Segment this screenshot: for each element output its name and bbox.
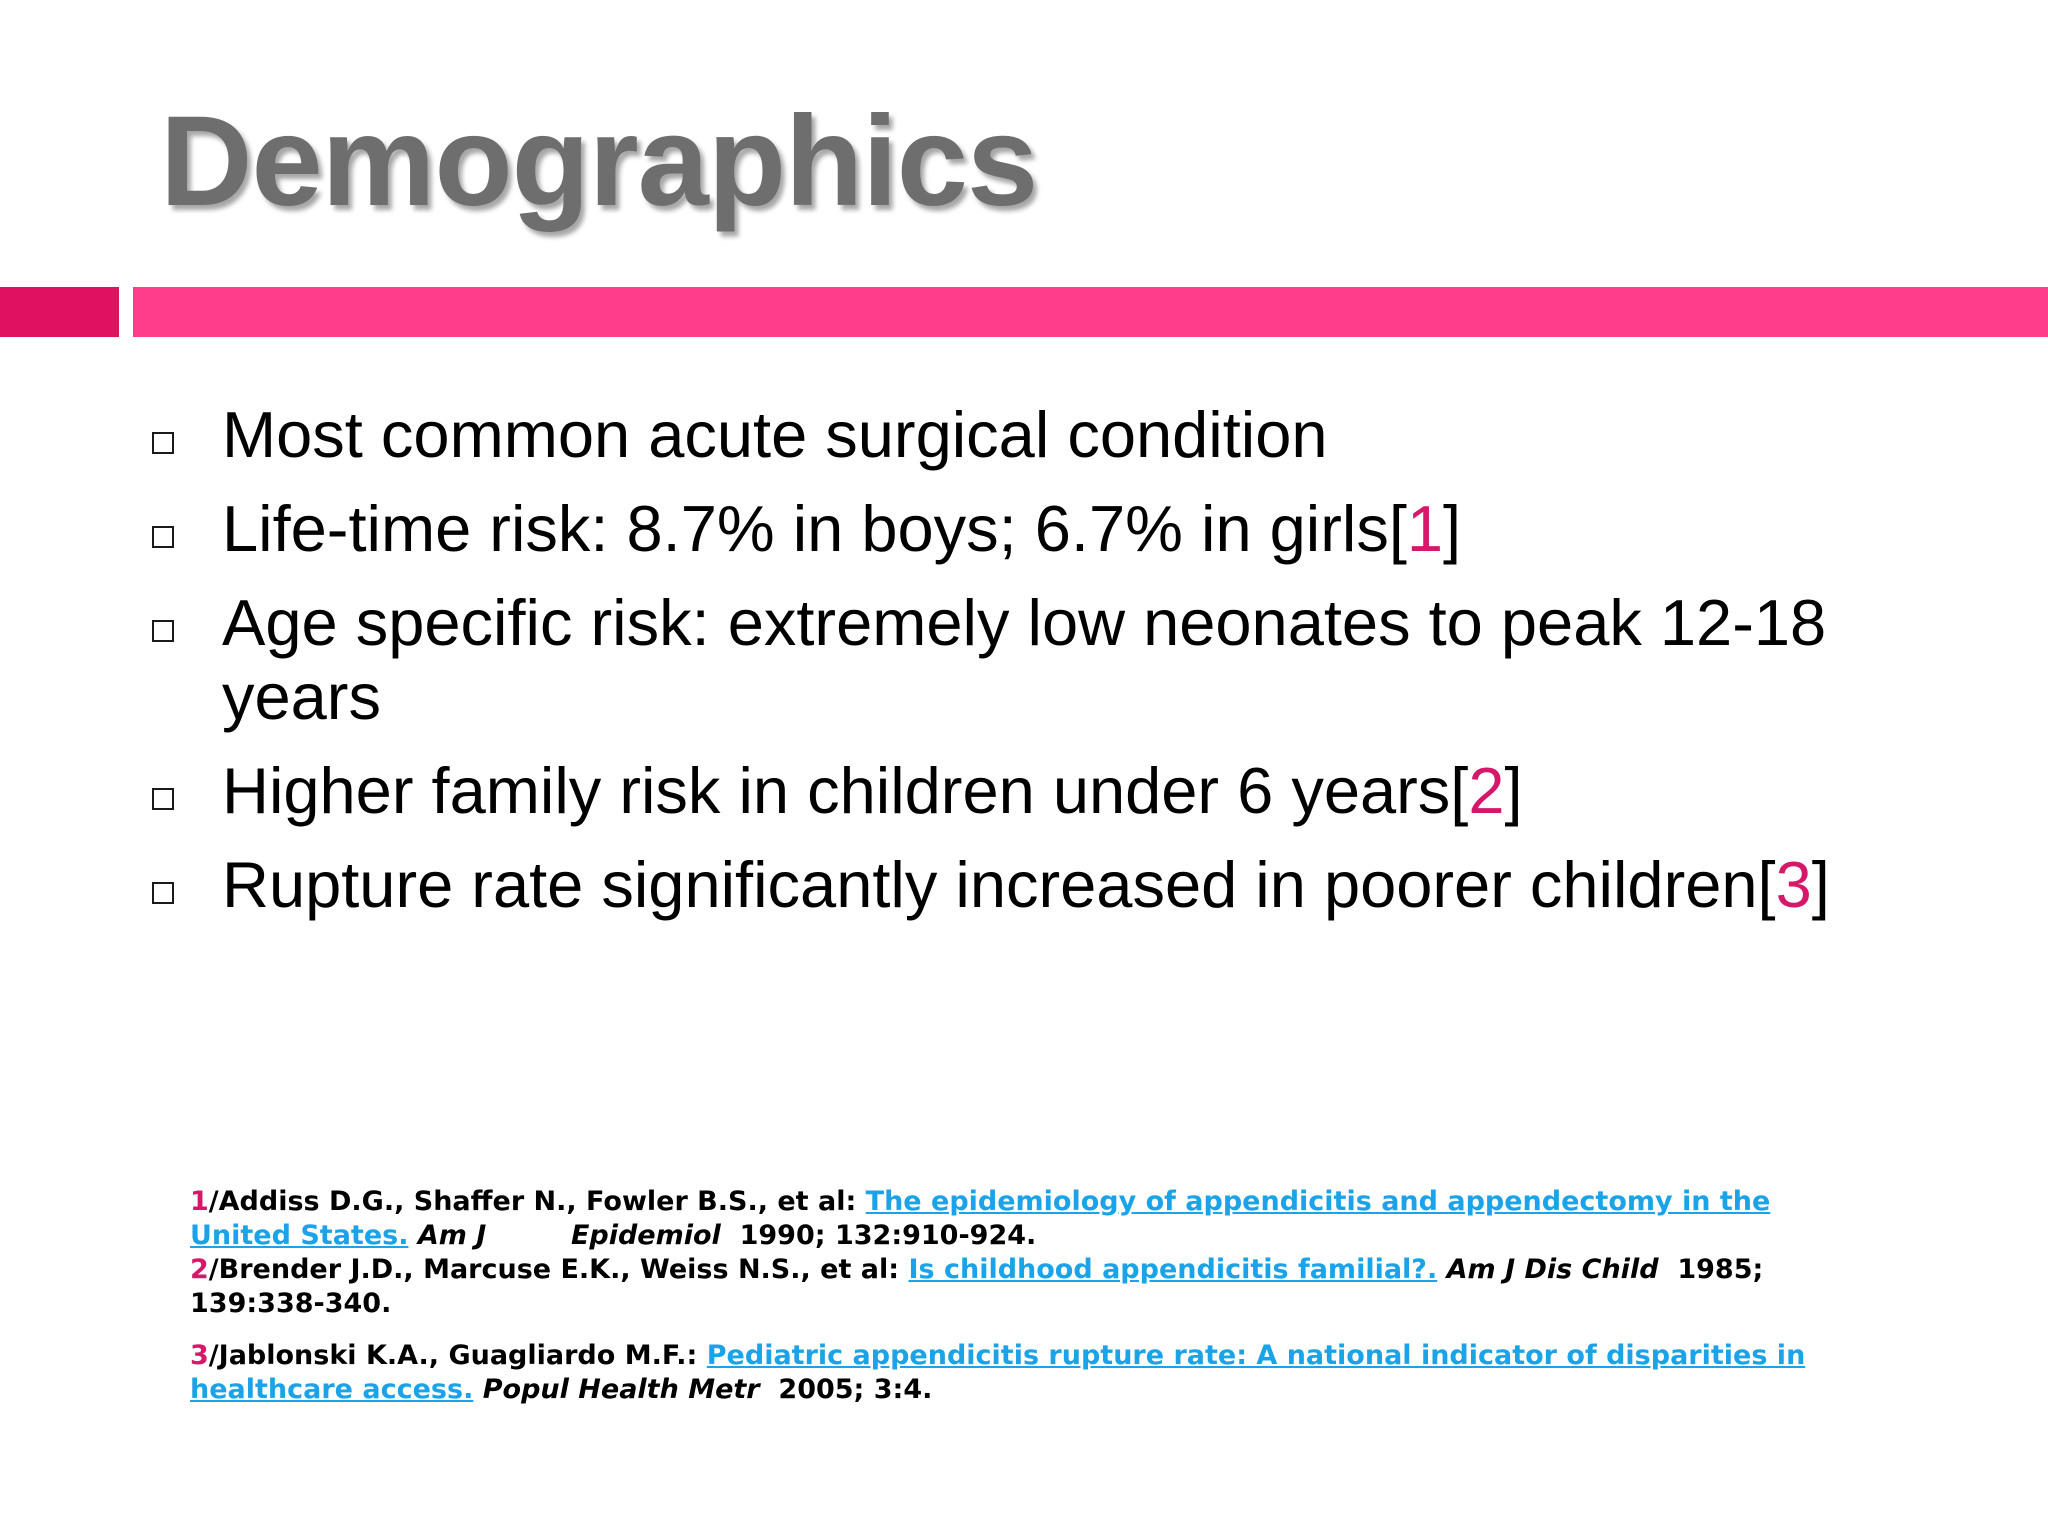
reference-number: 2 — [190, 1254, 209, 1285]
bullet-item: Age specific risk: extremely low neonate… — [150, 586, 1930, 734]
citation-number: 3 — [1775, 848, 1812, 921]
square-bullet-icon — [152, 882, 174, 904]
reference-authors: /Addiss D.G., Shaffer N., Fowler B.S., e… — [208, 1186, 866, 1217]
reference-item: 3/Jablonski K.A., Guagliardo M.F.: Pedia… — [190, 1339, 1850, 1407]
bullet-text: Life-time risk: 8.7% in boys; 6.7% in gi… — [222, 492, 1407, 565]
citation-number: 2 — [1468, 754, 1505, 827]
bullet-text: Age specific risk: extremely low neonate… — [222, 586, 1827, 733]
accent-bar-left — [0, 287, 119, 337]
bullet-list: Most common acute surgical condition Lif… — [150, 398, 1930, 942]
reference-journal: Am J Dis Child — [1437, 1254, 1659, 1285]
square-bullet-icon — [152, 620, 174, 642]
citation-bracket: ] — [1504, 754, 1523, 827]
reference-journal: Am J Epidemiol — [408, 1220, 721, 1251]
bullet-item: Life-time risk: 8.7% in boys; 6.7% in gi… — [150, 492, 1930, 566]
citation-bracket: ] — [1443, 492, 1462, 565]
bullet-item: Rupture rate significantly increased in … — [150, 848, 1930, 922]
citation-number: 1 — [1406, 492, 1444, 565]
bullet-text: Most common acute surgical condition — [222, 398, 1328, 471]
bullet-item: Higher family risk in children under 6 y… — [150, 754, 1930, 828]
reference-details: 2005; 3:4. — [759, 1374, 933, 1405]
bullet-text: Higher family risk in children under 6 y… — [222, 754, 1469, 827]
reference-details: 1990; 132:910-924. — [720, 1220, 1037, 1251]
citation-bracket: ] — [1811, 848, 1830, 921]
reference-link[interactable]: Is childhood appendicitis familial?. — [908, 1254, 1438, 1285]
reference-authors: /Brender J.D., Marcuse E.K., Weiss N.S.,… — [208, 1254, 909, 1285]
references: 1/Addiss D.G., Shaffer N., Fowler B.S., … — [190, 1185, 1850, 1407]
reference-number: 3 — [190, 1340, 209, 1371]
reference-link[interactable]: The epidemiology of appendicitis and app… — [190, 1186, 1771, 1251]
reference-number: 1 — [190, 1186, 209, 1217]
bullet-text: Rupture rate significantly increased in … — [222, 848, 1776, 921]
bullet-item: Most common acute surgical condition — [150, 398, 1930, 472]
square-bullet-icon — [152, 526, 174, 548]
slide-title: Demographics — [160, 90, 1038, 233]
reference-item: 2/Brender J.D., Marcuse E.K., Weiss N.S.… — [190, 1253, 1850, 1321]
square-bullet-icon — [152, 788, 174, 810]
reference-authors: /Jablonski K.A., Guagliardo M.F.: — [208, 1340, 707, 1371]
reference-journal: Popul Health Metr — [473, 1374, 760, 1405]
square-bullet-icon — [152, 432, 174, 454]
reference-link[interactable]: Pediatric appendicitis rupture rate: A n… — [190, 1340, 1806, 1405]
reference-item: 1/Addiss D.G., Shaffer N., Fowler B.S., … — [190, 1185, 1850, 1253]
accent-bar — [133, 287, 2048, 337]
reference-details: 1985; 139:338-340. — [190, 1254, 1764, 1319]
